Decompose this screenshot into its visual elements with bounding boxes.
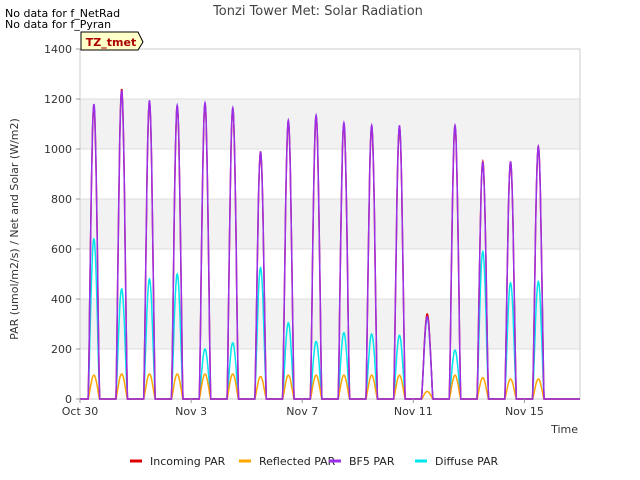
x-tick-label: Nov 7 bbox=[286, 405, 318, 418]
y-tick-label: 0 bbox=[65, 393, 72, 406]
x-tick-label: Nov 3 bbox=[175, 405, 207, 418]
grid-band bbox=[80, 349, 580, 399]
x-tick-label: Nov 15 bbox=[505, 405, 544, 418]
y-tick-label: 200 bbox=[51, 343, 72, 356]
no-data-note-pyran: No data for f_Pyran bbox=[5, 18, 112, 31]
x-axis: Oct 30 Nov 3 Nov 7 Nov 11 Nov 15 bbox=[62, 399, 544, 418]
chart-title: Tonzi Tower Met: Solar Radiation bbox=[212, 4, 423, 19]
grid-band bbox=[80, 149, 580, 199]
x-axis-label: Time bbox=[550, 423, 578, 436]
grid-band bbox=[80, 199, 580, 249]
y-tick-label: 1400 bbox=[44, 43, 72, 56]
legend-label-diffuse-par: Diffuse PAR bbox=[435, 455, 499, 468]
y-tick-label: 600 bbox=[51, 243, 72, 256]
series-layer bbox=[80, 88, 580, 400]
legend-label-reflected-par: Reflected PAR bbox=[259, 455, 336, 468]
no-data-note-netrad: No data for f_NetRad bbox=[5, 7, 121, 20]
y-tick-label: 1200 bbox=[44, 93, 72, 106]
y-tick-label: 1000 bbox=[44, 143, 72, 156]
series-line-bf5-par bbox=[80, 90, 580, 400]
site-badge-label: TZ_tmet bbox=[86, 36, 136, 49]
grid-band bbox=[80, 249, 580, 299]
x-tick-label: Nov 11 bbox=[394, 405, 433, 418]
site-badge: TZ_tmet bbox=[80, 31, 144, 51]
legend-label-incoming-par: Incoming PAR bbox=[150, 455, 226, 468]
plot-background bbox=[80, 48, 580, 400]
y-axis: 0 200 400 600 800 1000 1200 1400 bbox=[44, 43, 80, 406]
grid-band bbox=[80, 299, 580, 349]
grid-band bbox=[80, 99, 580, 149]
series-bf5-par bbox=[80, 90, 580, 400]
y-axis-label: PAR (umol/m2/s) / Net and Solar (W/m2) bbox=[8, 118, 21, 340]
y-tick-label: 400 bbox=[51, 293, 72, 306]
x-tick-label: Oct 30 bbox=[62, 405, 99, 418]
legend-label-bf5-par: BF5 PAR bbox=[349, 455, 395, 468]
legend: Incoming PAR Reflected PAR BF5 PAR Diffuse … bbox=[130, 455, 499, 468]
grid-band bbox=[80, 49, 580, 99]
y-tick-label: 800 bbox=[51, 193, 72, 206]
